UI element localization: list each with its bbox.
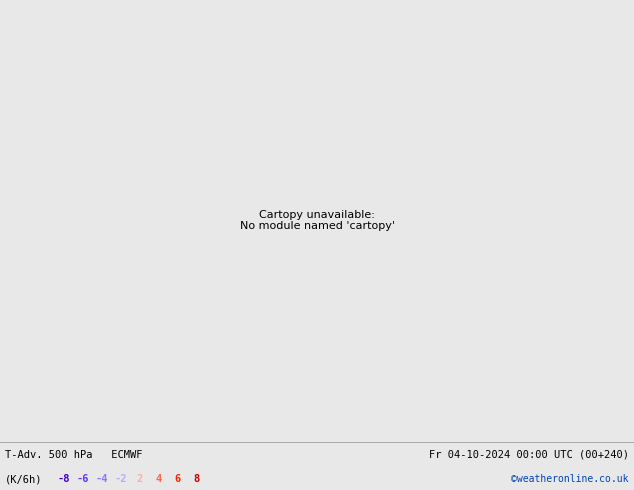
Text: (K/6h): (K/6h): [5, 474, 42, 484]
Text: 4: 4: [155, 474, 162, 484]
Text: T-Adv. 500 hPa   ECMWF: T-Adv. 500 hPa ECMWF: [5, 450, 143, 460]
Text: Fr 04-10-2024 00:00 UTC (00+240): Fr 04-10-2024 00:00 UTC (00+240): [429, 450, 629, 460]
Text: -2: -2: [114, 474, 127, 484]
Text: ©weatheronline.co.uk: ©weatheronline.co.uk: [512, 474, 629, 484]
Text: Cartopy unavailable:
No module named 'cartopy': Cartopy unavailable: No module named 'ca…: [240, 210, 394, 231]
Text: -4: -4: [95, 474, 108, 484]
Text: -8: -8: [57, 474, 70, 484]
Text: -6: -6: [76, 474, 89, 484]
Text: 2: 2: [136, 474, 143, 484]
Text: 8: 8: [193, 474, 200, 484]
Text: 6: 6: [174, 474, 181, 484]
